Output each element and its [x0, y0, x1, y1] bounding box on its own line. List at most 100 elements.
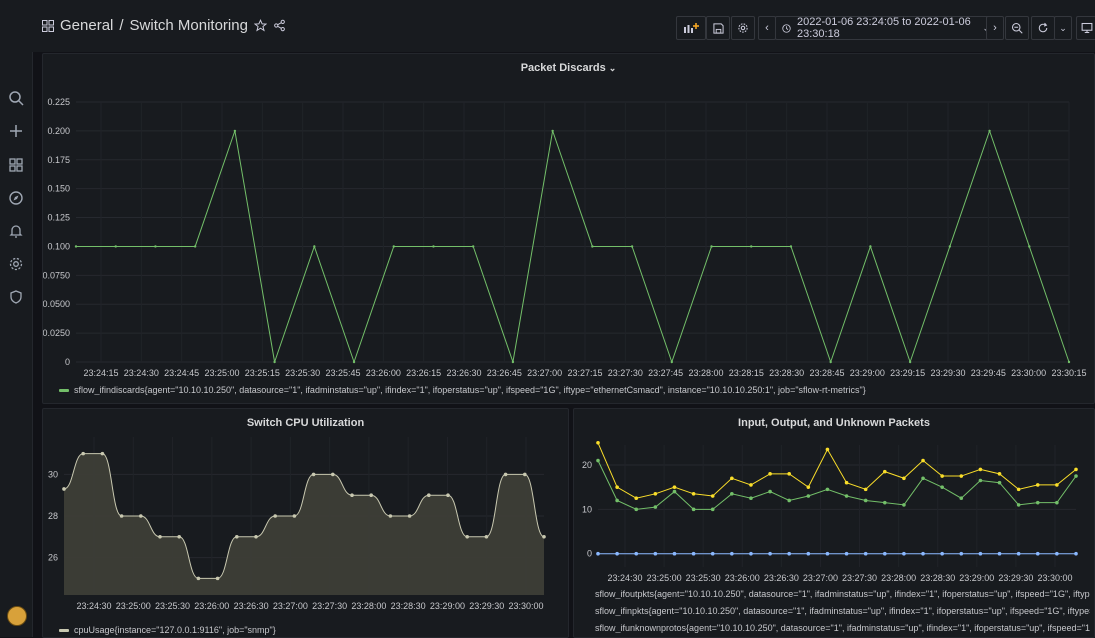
- panel-io-packets[interactable]: Input, Output, and Unknown Packets 0 10 20…: [573, 408, 1095, 638]
- x-tick-label: 23:28:45: [809, 368, 844, 378]
- view-mode-button[interactable]: [1076, 16, 1095, 40]
- cpu-chart[interactable]: 26 28 30 23:24:30 23:25:00 23:25:30 23:26:00 23…: [43, 409, 568, 637]
- legend-item[interactable]: sflow_ifinpkts{agent="10.10.10.250", dat…: [590, 606, 1090, 616]
- panel-switch-cpu[interactable]: Switch CPU Utilization 26 28 30 23:24:30 23:…: [42, 408, 569, 638]
- data-point: [844, 551, 849, 556]
- series-area: [64, 453, 544, 595]
- data-point: [978, 467, 983, 472]
- data-point: [1074, 551, 1078, 556]
- plus-icon[interactable]: [8, 123, 24, 139]
- y-tick-label: 0.175: [47, 155, 70, 165]
- refresh-button[interactable]: [1031, 16, 1055, 40]
- series-line: [597, 442, 1077, 499]
- x-tick-label: 23:26:30: [764, 573, 799, 583]
- y-tick-label: 0: [65, 357, 70, 367]
- data-point: [311, 472, 316, 477]
- legend-item[interactable]: cpuUsage{instance="127.0.0.1:9116", job=…: [59, 625, 559, 635]
- panel-title[interactable]: Switch CPU Utilization: [246, 417, 365, 429]
- packet-discards-chart[interactable]: 0 0.0250 0.0500 0.0750 0.100 0.125 0.150 0.175 0…: [43, 54, 1094, 403]
- save-dashboard-button[interactable]: [706, 16, 730, 40]
- data-point: [177, 534, 181, 539]
- data-point: [997, 551, 1002, 556]
- page-title[interactable]: Switch Monitoring: [129, 17, 248, 34]
- data-point: [1028, 245, 1031, 248]
- data-point: [158, 534, 162, 539]
- io-packets-chart[interactable]: 0 10 20 23:24:30 23:25:00 23:25:30 23:26:00 23:…: [574, 409, 1094, 637]
- data-point: [940, 474, 944, 478]
- data-point: [670, 360, 673, 364]
- data-point: [863, 498, 868, 503]
- x-tick-label: 23:26:45: [487, 368, 522, 378]
- data-point: [902, 551, 906, 556]
- gear-icon: [738, 23, 748, 33]
- x-tick-label: 23:24:45: [164, 368, 199, 378]
- x-tick-label: 23:29:00: [430, 601, 465, 611]
- dashboards-icon[interactable]: [8, 157, 24, 173]
- data-point: [959, 496, 964, 501]
- legend-item[interactable]: sflow_ifindiscards{agent="10.10.10.250",…: [59, 385, 1079, 395]
- data-point: [959, 551, 964, 556]
- data-point: [768, 551, 772, 556]
- time-range-label: 2022-01-06 23:24:05 to 2022-01-06 23:30:…: [796, 16, 971, 40]
- x-tick-label: 23:27:00: [527, 368, 562, 378]
- data-point: [863, 487, 868, 492]
- data-point: [427, 493, 431, 498]
- y-tick-label: 20: [582, 460, 592, 470]
- data-point: [523, 472, 527, 477]
- star-icon[interactable]: [253, 19, 267, 32]
- add-panel-icon: [684, 23, 699, 33]
- data-point: [902, 476, 906, 481]
- data-point: [749, 496, 753, 501]
- panel-packet-discards[interactable]: Packet Discards ⌄ 0 0.0250 0.0500 0.0750 0.1…: [42, 53, 1095, 404]
- add-panel-button[interactable]: [676, 16, 706, 40]
- explore-icon[interactable]: [8, 190, 24, 206]
- data-point: [1016, 487, 1021, 492]
- data-point: [119, 514, 124, 518]
- legend-item[interactable]: sflow_ifunknownprotos{agent="10.10.10.25…: [590, 623, 1090, 633]
- x-tick-label: 23:30:00: [1037, 573, 1072, 583]
- legend-item[interactable]: sflow_ifoutpkts{agent="10.10.10.250", da…: [590, 589, 1090, 599]
- x-tick-label: 23:27:15: [567, 368, 602, 378]
- breadcrumb: General / Switch Monitoring: [42, 17, 286, 34]
- data-point: [634, 507, 639, 512]
- x-tick-label: 23:25:15: [245, 368, 280, 378]
- data-point: [1067, 360, 1071, 364]
- share-icon[interactable]: [273, 19, 286, 32]
- x-tick-label: 23:27:00: [273, 601, 308, 611]
- data-point: [511, 360, 515, 364]
- data-point: [825, 487, 830, 492]
- time-back-button[interactable]: ‹: [758, 16, 776, 40]
- x-tick-label: 23:26:30: [234, 601, 269, 611]
- series-line: [597, 460, 1077, 510]
- data-point: [921, 551, 925, 556]
- data-point: [908, 360, 912, 364]
- shield-icon[interactable]: [8, 289, 24, 305]
- panel-title[interactable]: Input, Output, and Unknown Packets: [738, 417, 930, 429]
- data-point: [653, 492, 658, 496]
- avatar[interactable]: [7, 606, 27, 626]
- zoom-out-button[interactable]: [1005, 16, 1029, 40]
- data-point: [1074, 467, 1078, 472]
- data-point: [74, 245, 78, 248]
- bell-icon[interactable]: [8, 223, 24, 239]
- data-point: [768, 472, 772, 476]
- dashboard-settings-button[interactable]: [731, 16, 755, 40]
- refresh-interval-dropdown[interactable]: ⌄: [1054, 16, 1072, 40]
- search-icon[interactable]: [8, 90, 24, 106]
- time-range-picker[interactable]: 2022-01-06 23:24:05 to 2022-01-06 23:30:…: [775, 16, 997, 40]
- data-point: [806, 551, 811, 556]
- data-point: [634, 551, 639, 556]
- series-line: [76, 129, 1070, 364]
- panel-title[interactable]: Packet Discards ⌄: [43, 62, 1094, 74]
- y-tick-label: 0.150: [47, 184, 70, 194]
- x-tick-label: 23:28:30: [391, 601, 426, 611]
- data-point: [730, 551, 734, 556]
- data-point: [1035, 551, 1040, 556]
- time-forward-button[interactable]: ›: [986, 16, 1004, 40]
- chevron-left-icon: ‹: [765, 22, 769, 34]
- gear-icon[interactable]: [8, 256, 24, 272]
- x-tick-label: 23:29:30: [930, 368, 965, 378]
- data-point: [193, 245, 197, 248]
- breadcrumb-folder[interactable]: General: [60, 17, 114, 34]
- x-tick-label: 23:26:00: [366, 368, 401, 378]
